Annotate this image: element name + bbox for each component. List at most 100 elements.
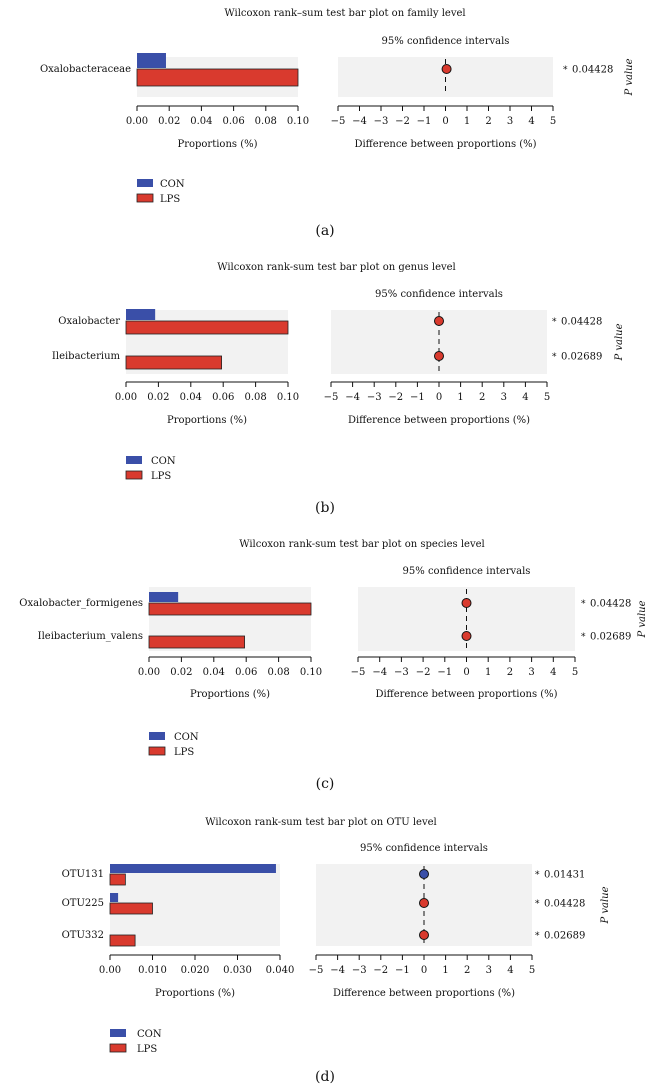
bar-lps: [148, 602, 312, 616]
bar-x-axis-label: Proportions (%): [167, 415, 247, 426]
bar-x-tick-label: 0.02: [147, 392, 169, 403]
difference-point: [441, 64, 452, 74]
ci-x-tick-label: −4: [352, 116, 367, 127]
bar-x-tick-label: 0.08: [244, 392, 266, 403]
ci-title: 95% confidence intervals: [375, 289, 503, 300]
ci-x-tick-label: −4: [330, 965, 345, 976]
ci-x-axis-label: Difference between proportions (%): [333, 988, 515, 999]
p-value-label: 0.04428: [590, 599, 631, 610]
ci-x-tick-label: 5: [529, 965, 535, 976]
bar-x-axis-label: Proportions (%): [190, 689, 270, 700]
panel-label: (a): [315, 223, 334, 239]
ci-x-tick-label: −1: [437, 667, 452, 678]
chart-panel-3: Wilcoxon rank-sum test bar plot on speci…: [19, 539, 648, 792]
panel-label: (c): [316, 776, 335, 792]
ci-x-tick-label: −2: [373, 965, 388, 976]
category-label: OTU332: [62, 930, 104, 941]
bar-x-tick-label: 0.06: [222, 116, 244, 127]
bar-x-tick-label: 0.04: [203, 667, 225, 678]
ci-x-tick-label: 2: [507, 667, 513, 678]
ci-x-tick-label: 1: [485, 667, 491, 678]
ci-x-tick-label: −1: [395, 965, 410, 976]
ci-x-tick-label: 3: [507, 116, 513, 127]
legend-swatch-lps: [148, 746, 166, 756]
ci-x-tick-label: −5: [309, 965, 324, 976]
bar-x-axis-label: Proportions (%): [155, 988, 235, 999]
ci-x-tick-label: 3: [486, 965, 492, 976]
bar-x-tick-label: 0.00: [138, 667, 160, 678]
ci-x-tick-label: 3: [528, 667, 534, 678]
bar-x-tick-label: 0.04: [190, 116, 212, 127]
ci-x-axis-label: Difference between proportions (%): [348, 415, 530, 426]
bar-lps: [109, 934, 136, 947]
ci-x-tick-label: −1: [410, 392, 425, 403]
significance-mark: *: [535, 871, 540, 881]
chart-title: Wilcoxon rank–sum test bar plot on famil…: [224, 8, 465, 19]
ci-x-axis-label: Difference between proportions (%): [354, 139, 536, 150]
bar-x-tick-label: 0.10: [277, 392, 299, 403]
panel-label: (d): [315, 1069, 335, 1085]
category-label: OTU225: [62, 898, 104, 909]
legend-swatch-con: [126, 456, 142, 464]
p-value-label: 0.04428: [572, 65, 613, 76]
category-label: Ileibacterium: [52, 351, 121, 362]
chart-title: Wilcoxon rank-sum test bar plot on OTU l…: [205, 817, 436, 828]
ci-x-tick-label: 2: [485, 116, 491, 127]
difference-point: [461, 631, 472, 641]
ci-x-tick-label: 0: [463, 667, 469, 678]
ci-x-tick-label: −1: [417, 116, 432, 127]
legend-label: CON: [151, 456, 176, 467]
bar-x-tick-label: 0.00: [99, 965, 121, 976]
ci-x-tick-label: 2: [479, 392, 485, 403]
ci-x-tick-label: 0: [436, 392, 442, 403]
ci-x-tick-label: 1: [464, 116, 470, 127]
chart-panel-1: Wilcoxon rank–sum test bar plot on famil…: [40, 8, 635, 239]
bar-x-tick-label: 0.10: [300, 667, 322, 678]
bar-x-tick-label: 0.02: [158, 116, 180, 127]
significance-mark: *: [563, 66, 568, 76]
ci-x-tick-label: 5: [544, 392, 550, 403]
significance-mark: *: [581, 600, 586, 610]
ci-x-tick-label: −4: [345, 392, 360, 403]
ci-x-tick-label: 1: [442, 965, 448, 976]
p-value-axis-label: P value: [624, 58, 635, 96]
bar-x-tick-label: 0.06: [235, 667, 257, 678]
ci-x-tick-label: −5: [331, 116, 346, 127]
bar-lps: [109, 902, 153, 915]
significance-mark: *: [552, 318, 557, 328]
bar-con: [126, 309, 156, 320]
ci-x-tick-label: −5: [351, 667, 366, 678]
bar-x-tick-label: 0.030: [223, 965, 252, 976]
bar-con: [137, 53, 166, 68]
p-value-label: 0.02689: [561, 352, 602, 363]
ci-x-tick-label: 5: [572, 667, 578, 678]
legend-swatch-con: [149, 732, 165, 740]
bar-x-tick-label: 0.040: [266, 965, 295, 976]
ci-x-tick-label: 1: [457, 392, 463, 403]
bar-x-tick-label: 0.04: [180, 392, 202, 403]
ci-x-tick-label: −3: [352, 965, 367, 976]
ci-x-tick-label: −4: [372, 667, 387, 678]
legend-label: CON: [174, 732, 199, 743]
significance-mark: *: [552, 353, 557, 363]
ci-x-tick-label: −2: [416, 667, 431, 678]
bar-con: [110, 893, 119, 902]
ci-x-tick-label: 5: [550, 116, 556, 127]
category-label: Oxalobacter_formigenes: [19, 598, 143, 609]
ci-title: 95% confidence intervals: [360, 843, 488, 854]
ci-x-axis-label: Difference between proportions (%): [375, 689, 557, 700]
ci-x-tick-label: 4: [507, 965, 513, 976]
bar-con: [110, 864, 276, 873]
bar-x-tick-label: 0.00: [115, 392, 137, 403]
legend-label: LPS: [151, 471, 171, 482]
difference-point: [461, 598, 472, 608]
bar-lps: [125, 320, 289, 335]
bar-lps: [148, 635, 245, 649]
legend-label: CON: [137, 1029, 162, 1040]
ci-x-tick-label: 4: [550, 667, 556, 678]
ci-x-tick-label: −2: [395, 116, 410, 127]
category-label: Oxalobacteraceae: [40, 64, 131, 75]
ci-x-tick-label: 4: [522, 392, 528, 403]
difference-point: [419, 869, 429, 879]
